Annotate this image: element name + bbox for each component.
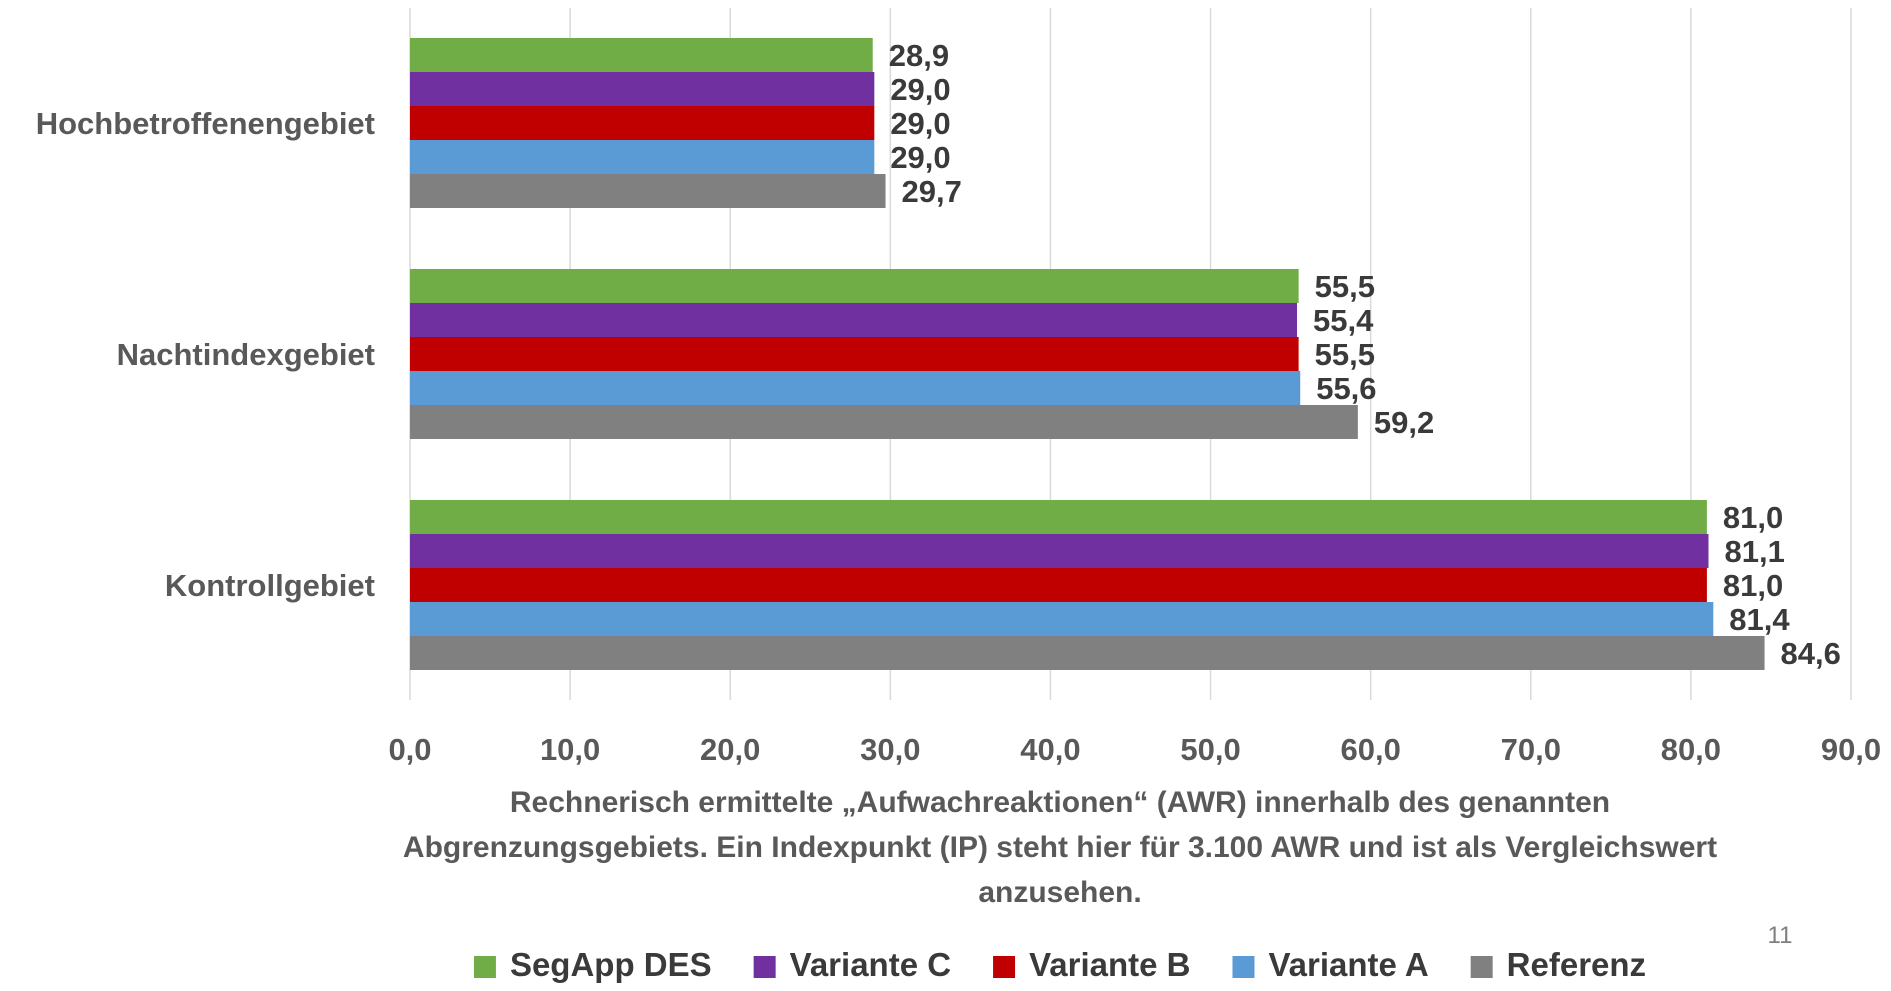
data-label: 81,0 [1723,500,1783,535]
bar-nachtindexgebiet-variante-c [410,303,1298,337]
legend-swatch-referenz [1470,956,1493,978]
legend-swatch-variante-c [753,956,776,978]
x-tick-label: 80,0 [1661,732,1721,767]
bar-kontrollgebiet-variante-a [410,602,1714,636]
data-label: 81,4 [1729,602,1790,637]
x-tick-label: 0,0 [388,732,431,767]
category-labels-group: Hochbetroffenengebiet Nachtindexgebiet Kon… [36,106,375,603]
bar-hochbetroffenengebiet-variante-a [410,140,875,174]
data-labels-group: 28,929,029,029,029,755,555,455,555,659,2… [889,38,1841,671]
x-tick-label: 50,0 [1180,732,1240,767]
x-tick-label: 20,0 [700,732,760,767]
x-axis-label-line: Rechnerisch ermittelte „Aufwachreaktione… [510,786,1610,819]
data-label: 29,0 [890,106,950,141]
bar-nachtindexgebiet-variante-a [410,371,1301,405]
data-label: 55,4 [1313,303,1374,338]
x-axis-label-line: anzusehen. [978,876,1141,909]
data-label: 59,2 [1374,405,1434,440]
bar-hochbetroffenengebiet-referenz [410,174,886,208]
x-axis-label-line: Abgrenzungsgebiets. Ein Indexpunkt (IP) … [403,831,1717,864]
category-label: Kontrollgebiet [165,568,375,603]
x-tick-label: 60,0 [1340,732,1400,767]
data-label: 29,7 [902,174,962,209]
legend: SegApp DES Variante C Variante B Variante A… [473,946,1646,983]
bar-hochbetroffenengebiet-segapp-des [410,38,873,72]
page-number: 11 [1768,922,1793,949]
data-label: 81,0 [1723,568,1783,603]
x-tick-label: 30,0 [860,732,920,767]
bar-kontrollgebiet-segapp-des [410,500,1707,534]
data-label: 29,0 [890,72,950,107]
data-label: 28,9 [889,38,949,73]
legend-label-variante-b: Variante B [1029,946,1190,983]
data-label: 55,6 [1316,371,1376,406]
bar-nachtindexgebiet-segapp-des [410,269,1299,303]
x-tick-label: 90,0 [1821,732,1881,767]
legend-label-referenz: Referenz [1507,946,1646,983]
x-axis-label: Rechnerisch ermittelte „Aufwachreaktione… [403,786,1717,909]
bars-group [410,38,1765,670]
legend-label-segapp-des: SegApp DES [510,946,712,983]
legend-swatch-segapp-des [473,956,496,978]
legend-label-variante-a: Variante A [1268,946,1428,983]
bar-kontrollgebiet-referenz [410,636,1765,670]
category-label: Hochbetroffenengebiet [36,106,375,141]
legend-label-variante-c: Variante C [790,946,951,983]
legend-swatch-variante-b [993,956,1016,978]
category-label: Nachtindexgebiet [117,337,375,372]
x-tick-label: 70,0 [1501,732,1561,767]
data-label: 29,0 [890,140,950,175]
x-tick-label: 40,0 [1020,732,1080,767]
bar-hochbetroffenengebiet-variante-c [410,72,875,106]
bar-kontrollgebiet-variante-c [410,534,1709,568]
legend-swatch-variante-a [1232,956,1255,978]
data-label: 84,6 [1781,636,1841,671]
x-tick-label: 10,0 [540,732,600,767]
data-label: 81,1 [1725,534,1785,569]
bar-nachtindexgebiet-variante-b [410,337,1299,371]
x-tick-labels-group: 0,0 10,0 20,0 30,0 40,0 50,0 60,0 70,0 80,0 90,0 [388,732,1881,767]
data-label: 55,5 [1315,269,1375,304]
bar-kontrollgebiet-variante-b [410,568,1707,602]
bar-hochbetroffenengebiet-variante-b [410,106,875,140]
data-label: 55,5 [1315,337,1375,372]
bar-nachtindexgebiet-referenz [410,405,1358,439]
